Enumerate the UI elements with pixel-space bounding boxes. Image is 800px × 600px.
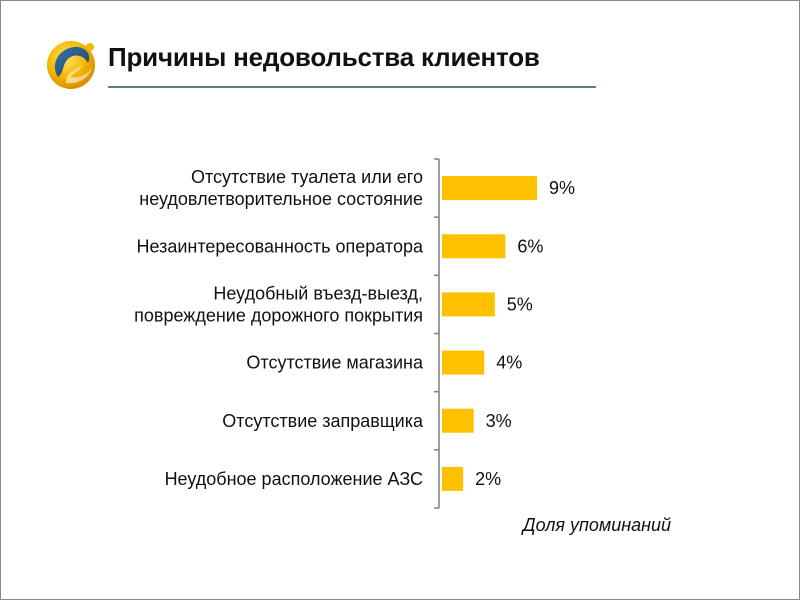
category-label: Неудобный въезд-выезд, повреждение дорожн… (134, 283, 423, 325)
data-label: 2% (475, 469, 501, 489)
data-label: 5% (507, 294, 533, 314)
category-label: Отсутствие туалета или его неудовлетворит… (139, 167, 423, 209)
category-label: Неудобное расположение АЗС (165, 469, 423, 489)
category-label: Незаинтересованность оператора (136, 236, 424, 256)
title-underline (108, 86, 596, 88)
data-label: 4% (496, 353, 522, 373)
bar (442, 234, 506, 259)
data-label: 6% (517, 236, 543, 256)
bar (442, 350, 485, 375)
bar (442, 408, 474, 433)
data-label: 9% (549, 178, 575, 198)
category-label: Отсутствие заправщика (222, 411, 424, 431)
swirl-logo-icon (47, 41, 95, 89)
page-title: Причины недовольства клиентов (108, 42, 540, 72)
bar (442, 466, 464, 491)
x-axis-title: Доля упоминаний (521, 515, 671, 535)
bar (442, 292, 495, 317)
category-label: Отсутствие магазина (246, 353, 424, 373)
data-label: 3% (486, 411, 512, 431)
bar (442, 176, 537, 201)
